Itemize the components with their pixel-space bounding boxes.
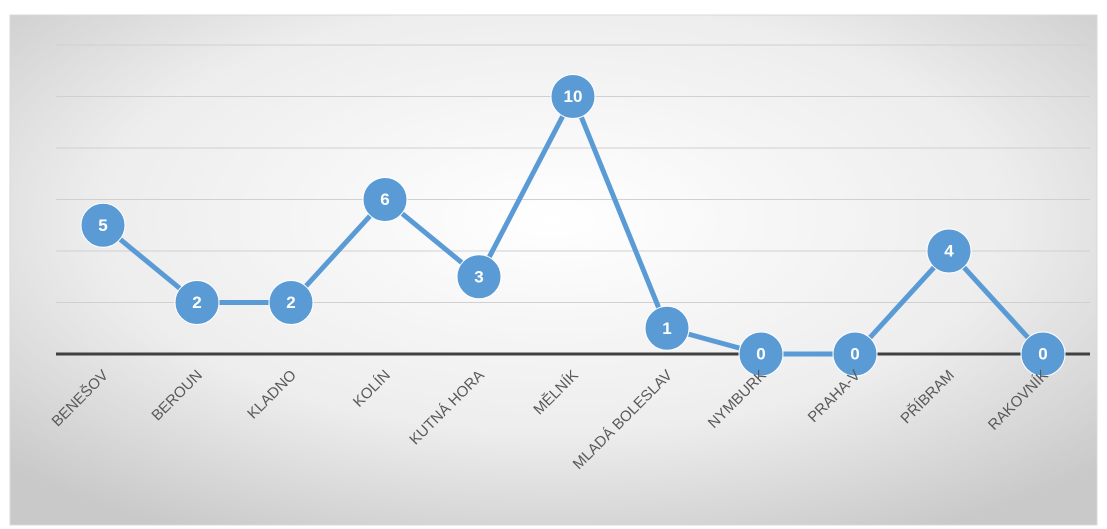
data-label: 3 — [474, 267, 483, 286]
data-point — [174, 280, 220, 325]
data-point — [1020, 331, 1066, 377]
data-point — [456, 254, 502, 300]
data-label: 0 — [1038, 345, 1047, 364]
data-point — [362, 177, 408, 222]
data-label: 4 — [944, 242, 954, 261]
data-point — [926, 228, 972, 274]
data-point — [268, 280, 314, 325]
data-label: 1 — [662, 319, 671, 338]
data-label: 0 — [850, 345, 859, 364]
data-label: 6 — [380, 190, 389, 209]
data-point — [644, 305, 690, 351]
data-label: 5 — [98, 216, 107, 235]
data-point — [832, 331, 878, 377]
data-point — [738, 331, 784, 377]
data-label: 2 — [286, 293, 295, 312]
data-point — [550, 74, 596, 119]
data-point — [80, 202, 126, 248]
data-label: 10 — [564, 87, 583, 106]
data-label: 2 — [192, 293, 201, 312]
data-label: 0 — [756, 345, 765, 364]
